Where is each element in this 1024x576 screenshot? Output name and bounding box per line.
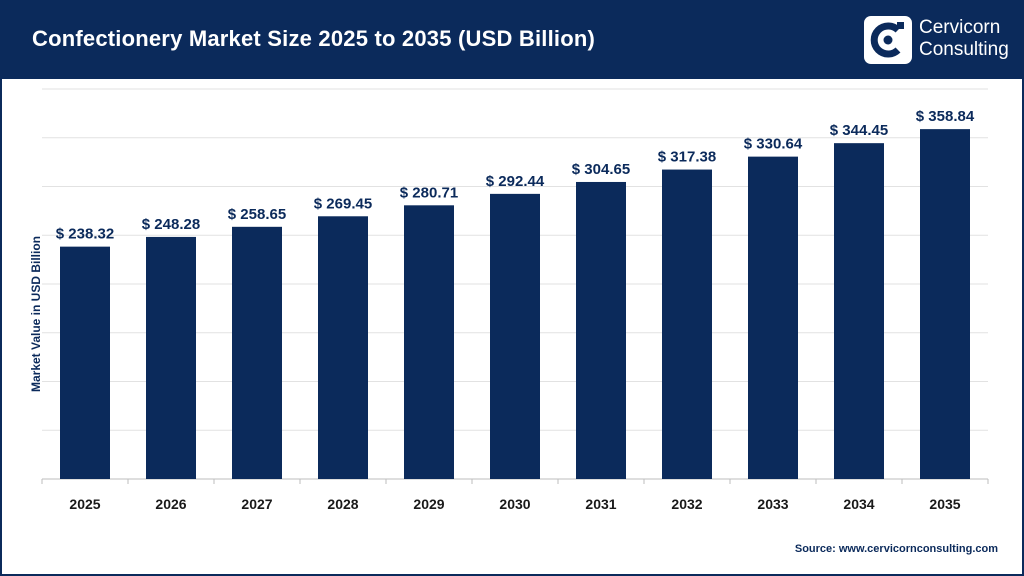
data-label-2035: $ 358.84 [916, 108, 975, 125]
data-label-2033: $ 330.64 [744, 136, 803, 153]
bar-2035 [920, 129, 970, 480]
brand-line-2: Consulting [919, 39, 1009, 60]
x-tick-label-2035: 2035 [929, 496, 960, 512]
data-label-2032: $ 317.38 [658, 149, 716, 166]
bar-2029 [404, 205, 454, 480]
bar-2027 [232, 226, 282, 479]
data-label-2034: $ 344.45 [830, 122, 888, 139]
data-label-2025: $ 238.32 [56, 226, 114, 243]
x-tick-label-2029: 2029 [413, 496, 444, 512]
data-label-2028: $ 269.45 [314, 195, 372, 212]
data-label-2029: $ 280.71 [400, 184, 458, 201]
x-tick-label-2031: 2031 [585, 496, 616, 512]
data-label-2027: $ 258.65 [228, 206, 286, 223]
data-label-2026: $ 248.28 [142, 216, 200, 233]
source-note: Source: www.cervicornconsulting.com [794, 543, 998, 555]
data-label-2031: $ 304.65 [572, 161, 630, 178]
bar-2032 [662, 169, 712, 479]
x-tick-label-2030: 2030 [499, 496, 530, 512]
page-title: Confectionery Market Size 2025 to 2035 (… [32, 26, 595, 51]
x-tick-label-2032: 2032 [671, 496, 702, 512]
bar-2030 [490, 193, 540, 479]
bar-2026 [146, 236, 196, 479]
bar-2034 [834, 143, 884, 479]
bar-2033 [748, 156, 798, 479]
data-label-2030: $ 292.44 [486, 173, 545, 190]
bar-2028 [318, 216, 368, 479]
brand-line-1: Cervicorn [919, 17, 1001, 38]
bar-2025 [60, 246, 110, 479]
header-bar: Confectionery Market Size 2025 to 2035 (… [2, 2, 1022, 79]
bar-2031 [576, 181, 626, 479]
x-tick-label-2027: 2027 [241, 496, 272, 512]
x-tick-label-2025: 2025 [69, 496, 100, 512]
cervicorn-logo-icon [864, 16, 912, 64]
x-tick-label-2028: 2028 [327, 496, 358, 512]
x-tick-label-2026: 2026 [155, 496, 186, 512]
x-tick-label-2033: 2033 [757, 496, 788, 512]
x-tick-label-2034: 2034 [843, 496, 874, 512]
brand-name: Cervicorn Consulting [919, 17, 1009, 61]
